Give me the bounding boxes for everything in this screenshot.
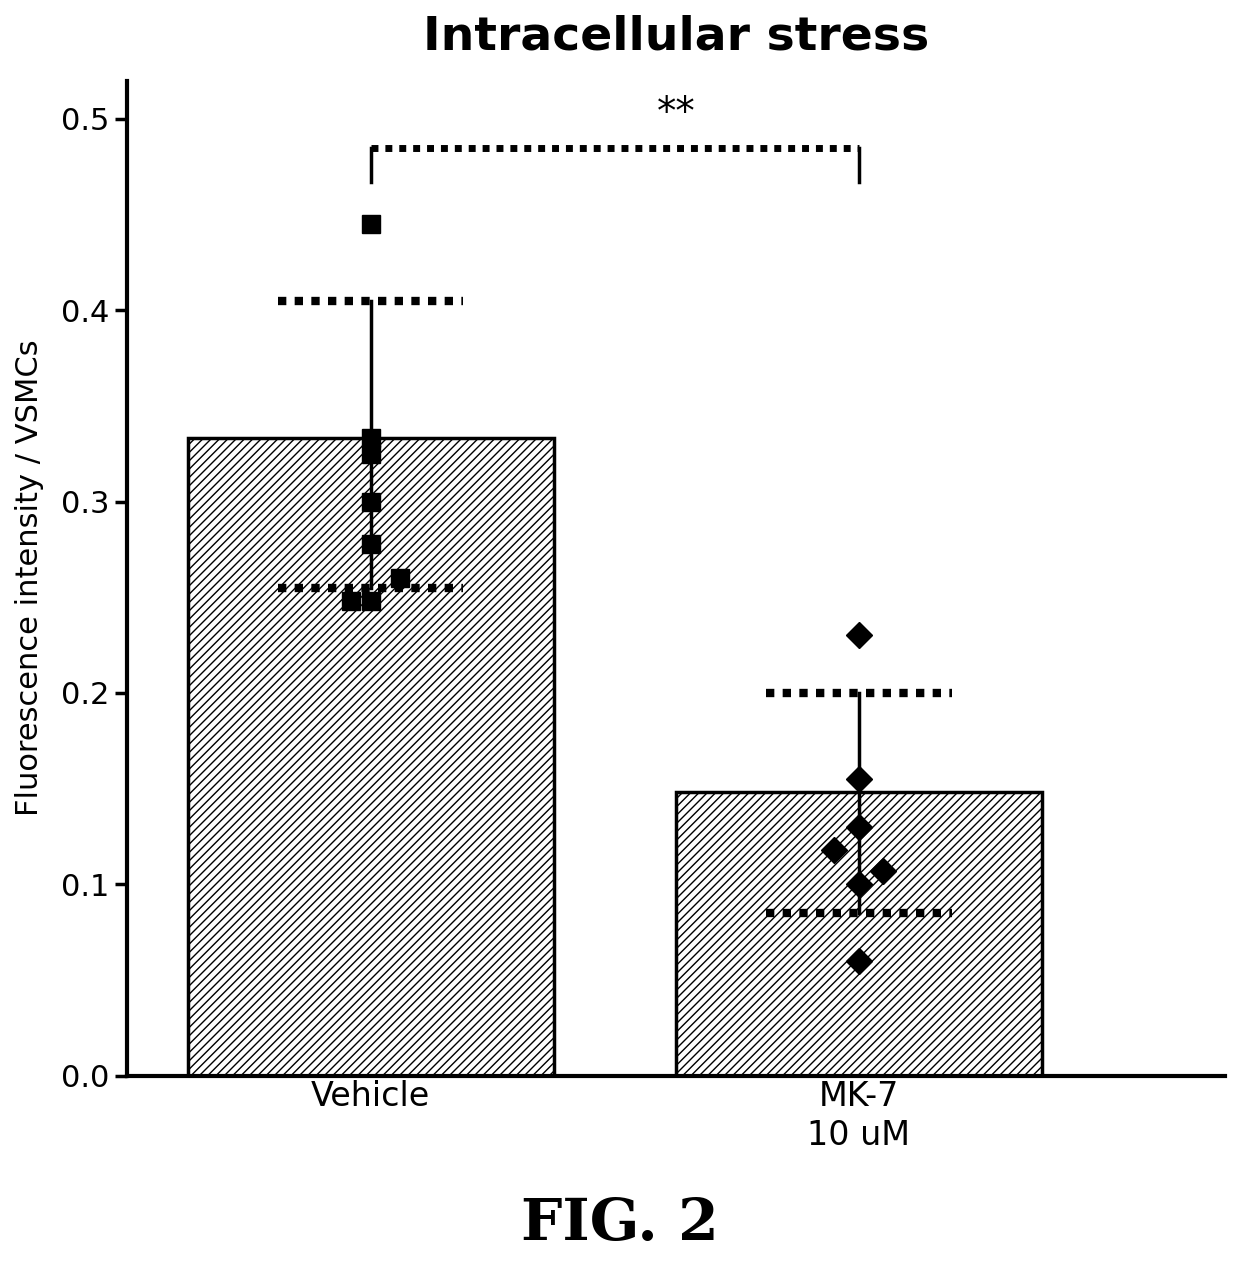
Title: Intracellular stress: Intracellular stress — [423, 15, 929, 60]
Bar — [187, 438, 554, 1076]
Text: FIG. 2: FIG. 2 — [521, 1196, 719, 1253]
Y-axis label: Fluorescence intensity / VSMCs: Fluorescence intensity / VSMCs — [15, 340, 43, 817]
Bar — [676, 792, 1042, 1076]
Text: **: ** — [656, 94, 696, 132]
